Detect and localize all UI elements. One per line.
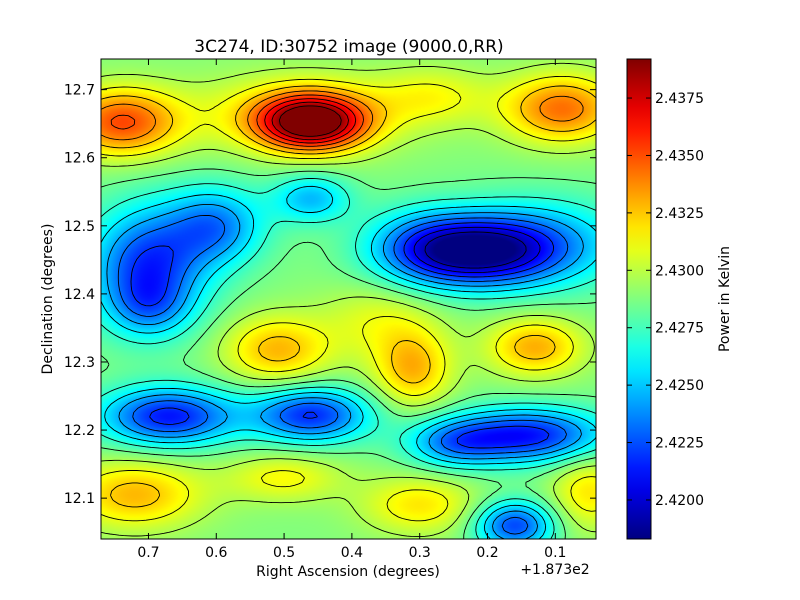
colorbar-tick-label: 2.4225 bbox=[655, 436, 704, 452]
contour-level-3 bbox=[117, 214, 569, 535]
colorbar: 2.4200 2.4225 2.4250 2.4275 2.4300 2.4325 2.43… bbox=[626, 58, 733, 540]
x-axis-offset-label: +1.873e2 bbox=[520, 562, 589, 578]
y-tick-label: 12.5 bbox=[64, 219, 95, 235]
contour-level-2 bbox=[130, 222, 555, 449]
contour-level-6 bbox=[100, 177, 597, 540]
x-tick-label: 0.7 bbox=[137, 545, 159, 561]
y-tick-label: 12.1 bbox=[64, 491, 95, 507]
plot-area bbox=[100, 58, 597, 540]
contour-level-5 bbox=[100, 185, 597, 540]
contour-level-9 bbox=[100, 75, 597, 522]
y-tick-label: 12.3 bbox=[64, 355, 95, 371]
colorbar-gradient bbox=[627, 59, 651, 539]
colorbar-tick-label: 2.4250 bbox=[655, 378, 704, 394]
chart-title: 3C274, ID:30752 image (9000.0,RR) bbox=[194, 37, 503, 57]
contour-level-12 bbox=[110, 94, 364, 147]
y-axis-label: Declination (degrees) bbox=[40, 224, 56, 375]
y-tick-label: 12.7 bbox=[64, 83, 95, 99]
contour-lines bbox=[100, 62, 597, 540]
y-tick-label: 12.4 bbox=[64, 287, 95, 303]
colorbar-ticks: 2.4200 2.4225 2.4250 2.4275 2.4300 2.4325 2.43… bbox=[627, 91, 704, 509]
colorbar-tick-label: 2.4275 bbox=[655, 321, 704, 337]
y-tick-label: 12.6 bbox=[64, 151, 95, 167]
x-axis-label: Right Ascension (degrees) bbox=[256, 564, 440, 580]
contour-level-0 bbox=[424, 231, 527, 269]
x-tick-label: 0.4 bbox=[341, 545, 363, 561]
contour-level-4 bbox=[106, 203, 584, 540]
x-tick-label: 0.5 bbox=[273, 545, 295, 561]
x-tick-label: 0.2 bbox=[476, 545, 498, 561]
contour-level-14 bbox=[271, 101, 349, 141]
colorbar-tick-label: 2.4300 bbox=[655, 263, 704, 279]
heatmap-image-container bbox=[101, 59, 596, 539]
y-axis-ticks: 12.1 12.2 12.3 12.4 12.5 12.6 12.7 bbox=[64, 83, 596, 507]
contour-level-11 bbox=[100, 90, 584, 151]
colorbar-frame bbox=[626, 58, 652, 540]
contour-level-8 bbox=[100, 62, 597, 538]
x-tick-label: 0.3 bbox=[409, 545, 431, 561]
y-tick-label: 12.2 bbox=[64, 423, 95, 439]
contour-level-15 bbox=[278, 105, 342, 137]
contour-level-7 bbox=[100, 168, 597, 540]
colorbar-tick-label: 2.4200 bbox=[655, 493, 704, 509]
colorbar-label: Power in Kelvin bbox=[717, 246, 733, 352]
contour-level-1 bbox=[413, 226, 541, 274]
plot-frame bbox=[100, 58, 597, 540]
x-tick-label: 0.6 bbox=[205, 545, 227, 561]
heatmap-image bbox=[101, 59, 596, 539]
x-tick-label: 0.1 bbox=[544, 545, 566, 561]
contour-level-10 bbox=[100, 85, 597, 508]
colorbar-tick-label: 2.4350 bbox=[655, 148, 704, 164]
contour-level-13 bbox=[264, 98, 357, 144]
x-axis-ticks: 0.7 0.6 0.5 0.4 0.3 0.2 0.1 bbox=[137, 59, 566, 561]
colorbar-tick-label: 2.4325 bbox=[655, 206, 704, 222]
colorbar-tick-label: 2.4375 bbox=[655, 91, 704, 107]
